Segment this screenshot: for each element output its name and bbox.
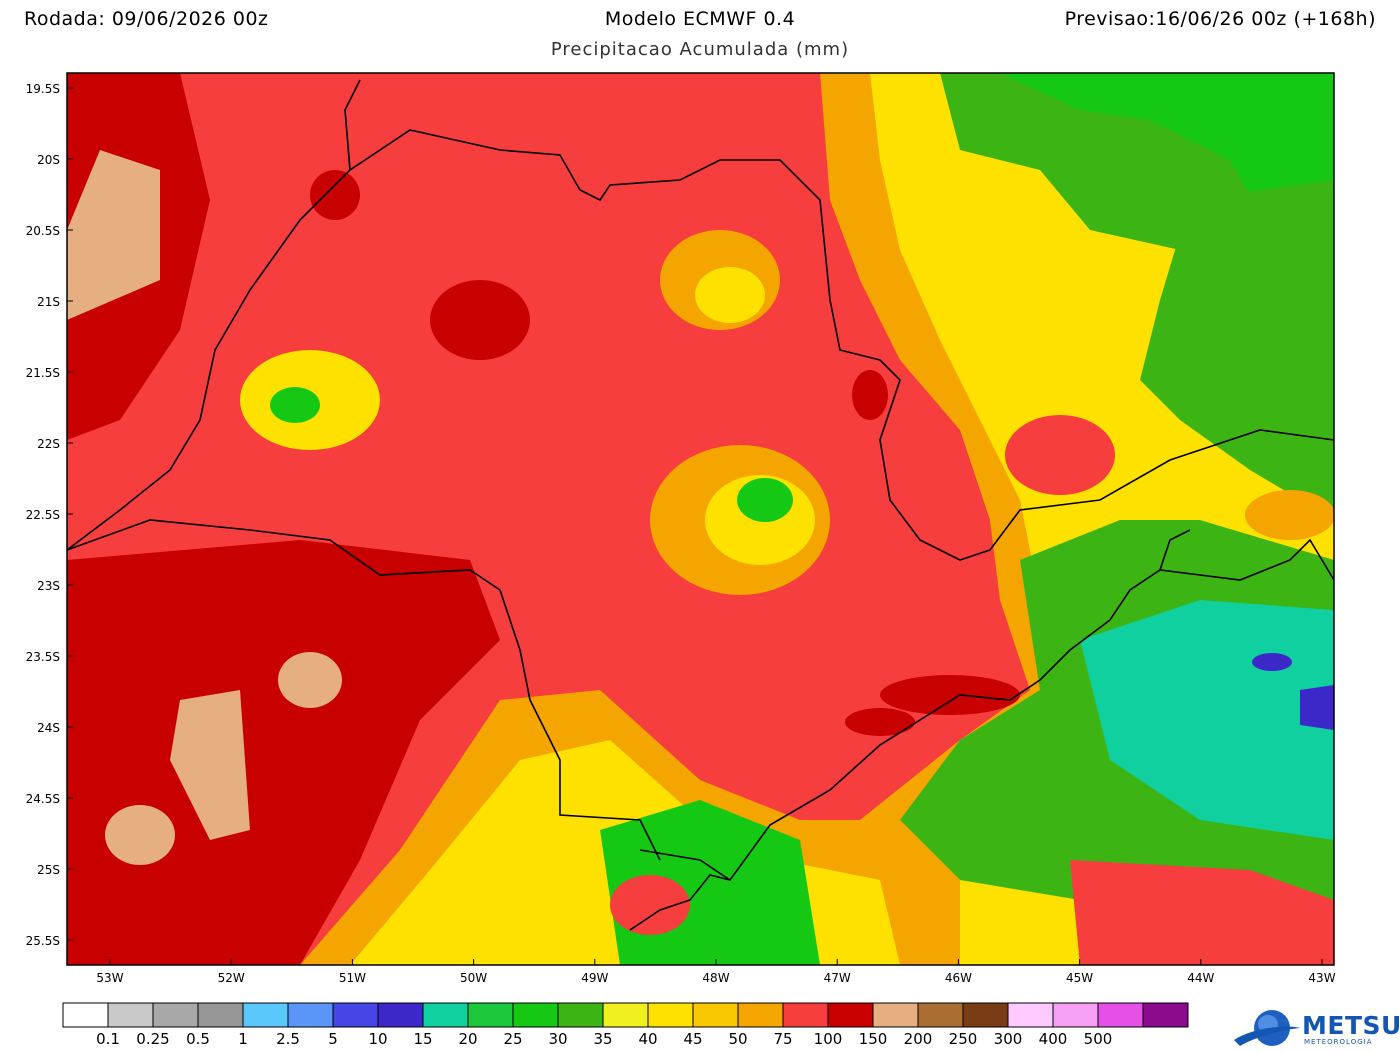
lat-tick-label: 25S (37, 863, 60, 877)
colorbar-swatch (917, 1002, 964, 1028)
colorbar-swatch (152, 1002, 199, 1028)
colorbar-label: 1 (238, 1030, 248, 1048)
run-time-label: Rodada: 09/06/2026 00z (24, 8, 269, 30)
colorbar-label: 25 (503, 1030, 522, 1048)
lon-tick-label: 49W (581, 971, 608, 985)
colorbar-label: 2.5 (276, 1030, 300, 1048)
colorbar-label: 15 (413, 1030, 432, 1048)
colorbar-label: 0.1 (96, 1030, 120, 1048)
colorbar-label: 45 (683, 1030, 702, 1048)
colorbar-label: 50 (728, 1030, 747, 1048)
lon-tick-label: 47W (824, 971, 851, 985)
colorbar-label: 150 (859, 1030, 888, 1048)
globe-swoosh-icon (1234, 1010, 1300, 1046)
colorbar-label: 75 (773, 1030, 792, 1048)
colorbar-swatch (107, 1002, 154, 1028)
colorbar-swatch (782, 1002, 829, 1028)
colorbar-label: 0.5 (186, 1030, 210, 1048)
map-subtitle: Precipitacao Acumulada (mm) (550, 39, 850, 60)
lat-tick-label: 20.5S (26, 224, 60, 238)
colorbar-swatch (1007, 1002, 1054, 1028)
lon-tick-label: 45W (1066, 971, 1093, 985)
colorbar-swatch (872, 1002, 919, 1028)
metsul-logo-subtext: METEOROLOGIA (1304, 1038, 1373, 1046)
colorbar-label: 400 (1039, 1030, 1068, 1048)
lat-tick-label: 23S (37, 579, 60, 593)
colorbar-label: 30 (548, 1030, 567, 1048)
forecast-valid-label: Previsao:16/06/26 00z (+168h) (1064, 8, 1376, 30)
colorbar-label: 0.25 (136, 1030, 169, 1048)
metsul-logo: METSUL METEOROLOGIA (1232, 1006, 1400, 1052)
colorbar-swatch (557, 1002, 604, 1028)
lon-tick-label: 53W (96, 971, 123, 985)
lon-tick-label: 44W (1187, 971, 1214, 985)
colorbar-label: 10 (368, 1030, 387, 1048)
latitude-axis: 19.5S 20S 20.5S 21S 21.5S 22S 22.5S 23S 23.5S 24S… (26, 82, 73, 948)
colorbar-label: 100 (814, 1030, 843, 1048)
lat-tick-label: 21S (37, 295, 60, 309)
colorbar-swatch (197, 1002, 244, 1028)
colorbar-label: 200 (904, 1030, 933, 1048)
colorbar-swatch (422, 1002, 469, 1028)
lat-tick-label: 20S (37, 153, 60, 167)
colorbar-label: 35 (593, 1030, 612, 1048)
lon-tick-label: 48W (702, 971, 729, 985)
lat-tick-label: 22.5S (26, 508, 60, 522)
lon-tick-label: 52W (218, 971, 245, 985)
colorbar-swatch (962, 1002, 1009, 1028)
lat-tick-label: 19.5S (26, 82, 60, 96)
metsul-logo-text: METSUL (1302, 1011, 1400, 1040)
colorbar-swatch (287, 1002, 334, 1028)
map-frame (66, 72, 1335, 966)
colorbar-label: 250 (949, 1030, 978, 1048)
colorbar-swatch (737, 1002, 784, 1028)
borders (66, 79, 1335, 931)
colorbar-label: 20 (458, 1030, 477, 1048)
colorbar-swatch (242, 1002, 289, 1028)
lon-tick-label: 51W (339, 971, 366, 985)
colorbar-swatch (467, 1002, 514, 1028)
colorbar-label: 300 (994, 1030, 1023, 1048)
lat-tick-label: 22S (37, 437, 60, 451)
colorbar-swatch (512, 1002, 559, 1028)
lon-tick-label: 46W (945, 971, 972, 985)
colorbar-swatch (827, 1002, 874, 1028)
colorbar-label: 40 (638, 1030, 657, 1048)
lat-tick-label: 23.5S (26, 650, 60, 664)
colorbar-label: 500 (1084, 1030, 1113, 1048)
lat-tick-label: 21.5S (26, 366, 60, 380)
colorbar-swatch (377, 1002, 424, 1028)
lat-tick-label: 24.5S (26, 792, 60, 806)
colorbar-swatch (1097, 1002, 1144, 1028)
lat-tick-label: 24S (37, 721, 60, 735)
precipitation-map: 19.5S 20S 20.5S 21S 21.5S 22S 22.5S 23S 23.5S 24S… (26, 72, 1336, 985)
precipitation-field (67, 73, 1334, 965)
colorbar-swatch (692, 1002, 739, 1028)
colorbar-swatch (62, 1002, 109, 1028)
lon-tick-label: 50W (460, 971, 487, 985)
colorbar-label: 5 (328, 1030, 338, 1048)
colorbar-swatch (647, 1002, 694, 1028)
lon-tick-label: 43W (1308, 971, 1335, 985)
colorbar-swatch (602, 1002, 649, 1028)
lat-tick-label: 25.5S (26, 934, 60, 948)
colorbar-swatch (1142, 1002, 1189, 1028)
colorbar-swatch (332, 1002, 379, 1028)
longitude-axis: 53W 52W 51W 50W 49W 48W 47W 46W 45W 44W 43W (96, 959, 1336, 985)
model-title: Modelo ECMWF 0.4 (604, 8, 796, 30)
colorbar-swatch (1052, 1002, 1099, 1028)
